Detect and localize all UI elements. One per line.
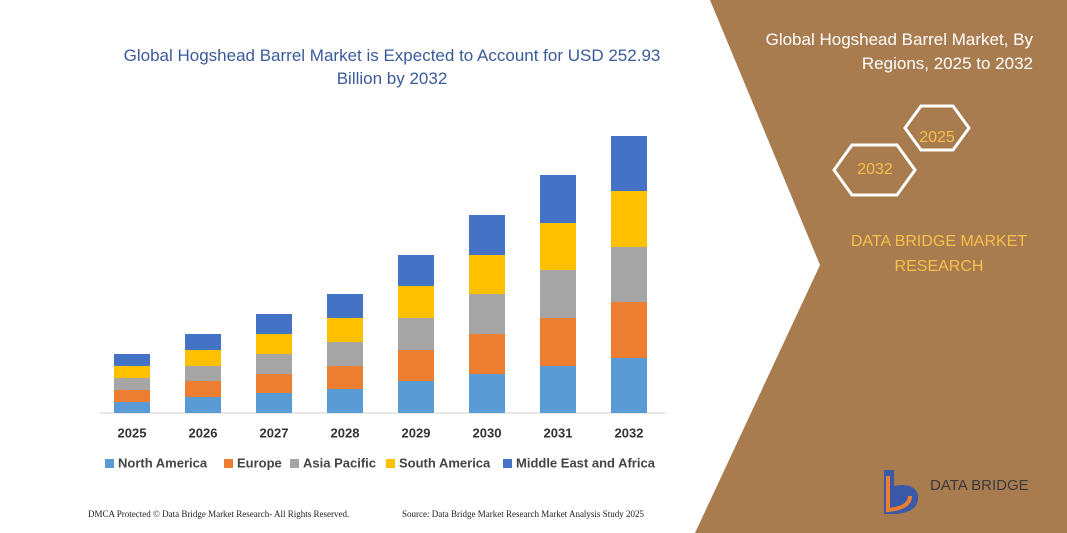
bar-segment [185, 350, 221, 366]
bar-segment [611, 358, 647, 413]
footer-source: Source: Data Bridge Market Research Mark… [402, 509, 644, 519]
bar-segment [327, 318, 363, 342]
bar-segment [185, 366, 221, 381]
bar-segment [398, 318, 434, 350]
bar-segment [469, 374, 505, 413]
bar-segment [611, 247, 647, 302]
bar-segment [114, 366, 150, 378]
x-tick-label: 2027 [260, 425, 289, 440]
legend-swatch [105, 459, 114, 468]
x-tick-label: 2028 [331, 425, 360, 440]
bar-segment [469, 215, 505, 255]
legend-label: South America [399, 455, 491, 470]
hexagon-label: 2025 [919, 129, 955, 146]
bar-segment [114, 402, 150, 413]
bar-segment [327, 294, 363, 318]
bar-segment [327, 389, 363, 413]
legend-label: North America [118, 455, 208, 470]
x-tick-label: 2029 [402, 425, 431, 440]
bar-segment [327, 366, 363, 389]
bar-segment [327, 342, 363, 366]
bar-segment [114, 390, 150, 402]
bar-segment [469, 255, 505, 294]
brand-text: DATA BRIDGE MARKET RESEARCH [850, 233, 1028, 275]
bar-segment [540, 366, 576, 413]
bar-segment [540, 318, 576, 366]
x-tick-label: 2030 [473, 425, 502, 440]
legend-label: Middle East and Africa [516, 455, 656, 470]
legend-swatch [224, 459, 233, 468]
legend-swatch [386, 459, 395, 468]
bar-segment [185, 381, 221, 397]
hexagon [832, 143, 917, 197]
bar-segment [114, 378, 150, 390]
bar-segment [469, 294, 505, 334]
panel-title: Global Hogshead Barrel Market, By Region… [765, 30, 1033, 73]
hexagon [903, 104, 971, 152]
legend-label: Asia Pacific [303, 455, 376, 470]
bar-segment [398, 255, 434, 286]
bar-segment [256, 334, 292, 354]
side-panel [695, 0, 1067, 533]
bar-segment [611, 302, 647, 358]
legend-swatch [503, 459, 512, 468]
bar-segment [256, 314, 292, 334]
bar-segment [114, 354, 150, 366]
logo-text: DATA BRIDGE [930, 477, 1029, 494]
bar-segment [398, 286, 434, 318]
bar-segment [256, 354, 292, 374]
legend-label: Europe [237, 455, 282, 470]
footer-note: DMCA Protected © Data Bridge Market Rese… [88, 509, 350, 519]
bar-segment [398, 381, 434, 413]
x-tick-label: 2032 [615, 425, 644, 440]
logo-icon [886, 476, 912, 513]
bar-segment [185, 397, 221, 413]
chart-title: Global Hogshead Barrel Market is Expecte… [123, 46, 661, 88]
bar-segment [540, 270, 576, 318]
legend-swatch [290, 459, 299, 468]
bar-segment [611, 136, 647, 191]
bar-segment [540, 223, 576, 270]
bar-segment [611, 191, 647, 247]
x-tick-label: 2026 [189, 425, 218, 440]
x-tick-label: 2025 [118, 425, 147, 440]
bar-segment [398, 350, 434, 381]
bar-segment [540, 175, 576, 223]
bar-segment [256, 393, 292, 413]
bar-segment [256, 374, 292, 393]
x-tick-label: 2031 [544, 425, 573, 440]
bar-segment [469, 334, 505, 374]
hexagon-label: 2032 [857, 161, 893, 178]
bar-segment [185, 334, 221, 350]
